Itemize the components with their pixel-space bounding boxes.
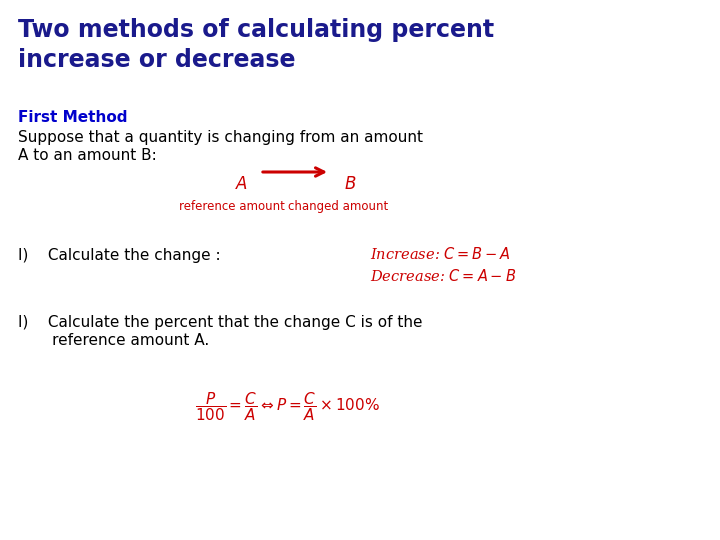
Text: $A$: $A$ (235, 176, 248, 193)
Text: First Method: First Method (18, 110, 127, 125)
Text: Increase: $C = B - A$: Increase: $C = B - A$ (370, 246, 511, 262)
Text: changed amount: changed amount (288, 200, 388, 213)
Text: reference amount A.: reference amount A. (18, 333, 210, 348)
Text: $B$: $B$ (344, 176, 356, 193)
Text: A to an amount B:: A to an amount B: (18, 148, 157, 163)
Text: reference amount: reference amount (179, 200, 285, 213)
Text: I)    Calculate the change :: I) Calculate the change : (18, 248, 220, 263)
Text: Two methods of calculating percent: Two methods of calculating percent (18, 18, 494, 42)
Text: $\dfrac{P}{100} = \dfrac{C}{A} \Leftrightarrow P = \dfrac{C}{A} \times 100\%$: $\dfrac{P}{100} = \dfrac{C}{A} \Leftrigh… (195, 390, 380, 423)
Text: I)    Calculate the percent that the change C is of the: I) Calculate the percent that the change… (18, 315, 423, 330)
Text: Suppose that a quantity is changing from an amount: Suppose that a quantity is changing from… (18, 130, 423, 145)
Text: Decrease: $C = A - B$: Decrease: $C = A - B$ (370, 268, 516, 284)
Text: increase or decrease: increase or decrease (18, 48, 295, 72)
